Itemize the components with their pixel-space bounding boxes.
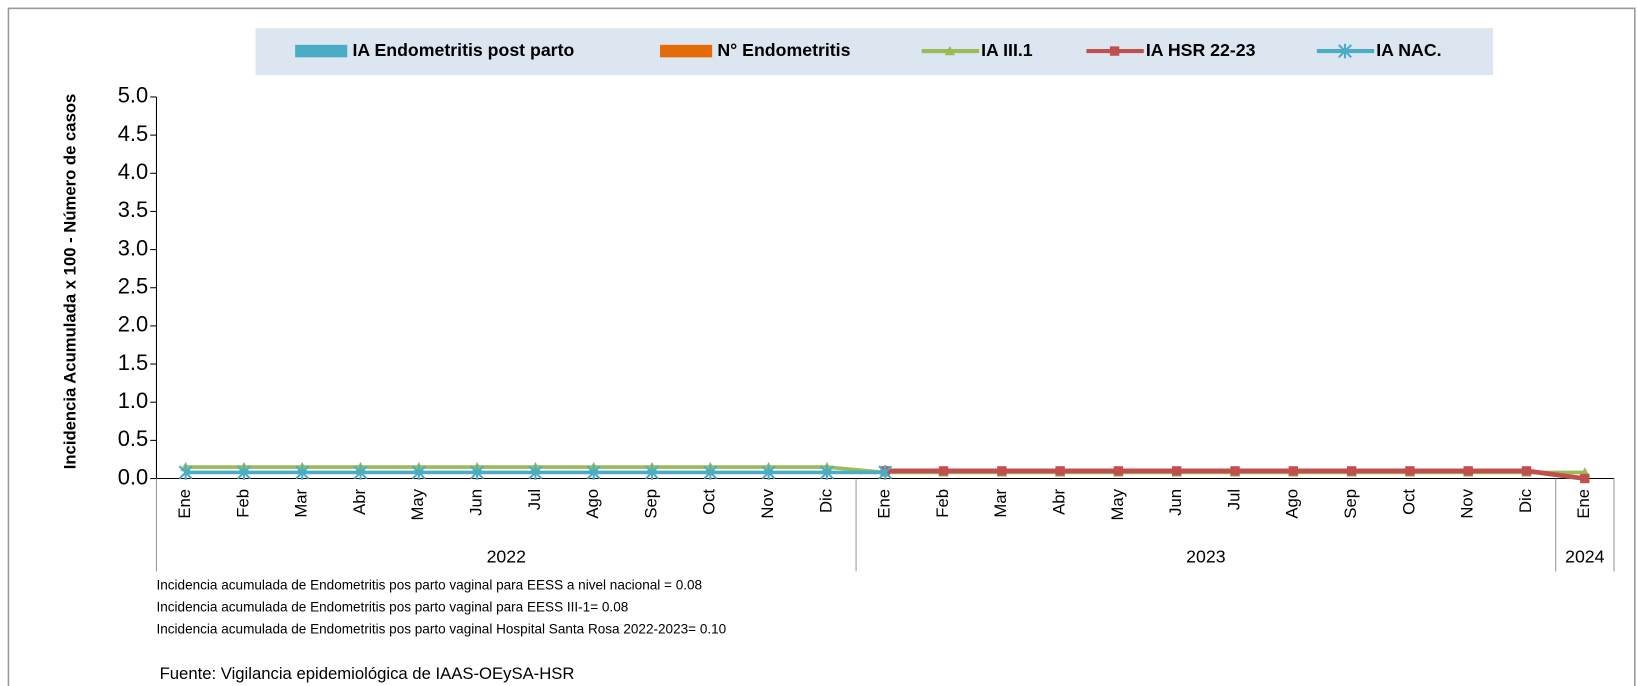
point bbox=[528, 465, 543, 480]
y-tick-label: 3.5 bbox=[118, 197, 148, 222]
point bbox=[1055, 466, 1065, 476]
point bbox=[819, 465, 834, 480]
legend-swatch bbox=[660, 44, 713, 58]
x-tick-label: Dic bbox=[816, 489, 835, 513]
point bbox=[1337, 43, 1352, 59]
point bbox=[997, 466, 1007, 476]
x-tick-label: Jun bbox=[1166, 489, 1185, 516]
x-tick-label: Sep bbox=[641, 489, 660, 519]
x-tick-label: Ene bbox=[175, 489, 194, 519]
point bbox=[1230, 466, 1240, 476]
y-tick-label: 4.0 bbox=[118, 159, 148, 184]
y-tick-label: 2.5 bbox=[118, 274, 148, 299]
x-tick-label: Nov bbox=[758, 488, 777, 518]
y-tick-label: 1.0 bbox=[118, 388, 148, 413]
legend-label: IA III.1 bbox=[981, 40, 1033, 60]
x-tick-label: Jul bbox=[525, 489, 544, 510]
x-tick-label: Mar bbox=[292, 489, 311, 518]
legend-swatch bbox=[295, 44, 348, 58]
x-tick-label: Feb bbox=[233, 489, 252, 518]
x-tick-label: Abr bbox=[1050, 489, 1069, 515]
x-tick-label: Abr bbox=[350, 489, 369, 515]
note: Incidencia acumulada de Endometritis pos… bbox=[156, 599, 628, 614]
point bbox=[178, 465, 193, 480]
note: Incidencia acumulada de Endometritis pos… bbox=[156, 621, 726, 636]
x-tick-label: Oct bbox=[700, 489, 719, 515]
x-tick-label: Mar bbox=[991, 489, 1010, 518]
point bbox=[761, 465, 776, 480]
point bbox=[1463, 466, 1473, 476]
legend-box bbox=[255, 28, 1494, 76]
source: Fuente: Vigilancia epidemiológica de IAA… bbox=[160, 664, 575, 683]
y-tick-label: 1.5 bbox=[118, 350, 148, 375]
y-tick-label: 0.5 bbox=[118, 426, 148, 451]
x-tick-label: Oct bbox=[1399, 489, 1418, 515]
point bbox=[1580, 473, 1590, 484]
point bbox=[236, 465, 251, 480]
point bbox=[353, 465, 368, 480]
x-tick-label: Ago bbox=[1283, 489, 1302, 519]
point bbox=[645, 465, 660, 480]
point bbox=[470, 465, 485, 480]
y-tick-label: 5.0 bbox=[118, 83, 148, 108]
x-tick-label: Ago bbox=[583, 489, 602, 519]
x-tick-label: Sep bbox=[1341, 489, 1360, 519]
point bbox=[1288, 466, 1299, 476]
x-tick-label: Ene bbox=[1574, 489, 1593, 519]
x-tick-label: Ene bbox=[875, 489, 894, 519]
legend-label: IA Endometritis post parto bbox=[352, 40, 574, 60]
point bbox=[703, 465, 718, 480]
y-tick-label: 3.0 bbox=[118, 235, 148, 260]
x-tick-label: Nov bbox=[1458, 488, 1477, 518]
legend-label: N° Endometritis bbox=[717, 40, 850, 60]
year-label: 2024 bbox=[1565, 546, 1605, 566]
y-axis-label: Incidencia Acumulada x 100 - Número de c… bbox=[60, 94, 79, 470]
point bbox=[1113, 466, 1124, 476]
point bbox=[944, 45, 956, 56]
point bbox=[1172, 466, 1182, 476]
point bbox=[1521, 466, 1532, 476]
point bbox=[878, 465, 893, 480]
point bbox=[1346, 466, 1357, 476]
x-tick-label: Dic bbox=[1516, 489, 1535, 513]
year-label: 2022 bbox=[487, 546, 526, 566]
x-tick-label: May bbox=[1108, 488, 1127, 520]
x-tick-label: Jun bbox=[467, 489, 486, 516]
point bbox=[1109, 46, 1120, 56]
y-tick-label: 0.0 bbox=[118, 464, 148, 489]
point bbox=[1405, 466, 1415, 476]
legend-label: IA HSR 22-23 bbox=[1146, 40, 1256, 60]
y-tick-label: 4.5 bbox=[118, 121, 148, 146]
point bbox=[295, 465, 310, 480]
legend-label: IA NAC. bbox=[1376, 40, 1441, 60]
note: Incidencia acumulada de Endometritis pos… bbox=[156, 577, 702, 592]
point bbox=[411, 465, 426, 480]
point bbox=[938, 466, 949, 476]
x-tick-label: May bbox=[408, 488, 427, 520]
point bbox=[586, 465, 601, 480]
chart-frame bbox=[7, 7, 1636, 686]
x-tick-label: Feb bbox=[933, 489, 952, 518]
year-label: 2023 bbox=[1186, 546, 1226, 566]
y-tick-label: 2.0 bbox=[118, 312, 148, 337]
x-tick-label: Jul bbox=[1224, 489, 1243, 510]
